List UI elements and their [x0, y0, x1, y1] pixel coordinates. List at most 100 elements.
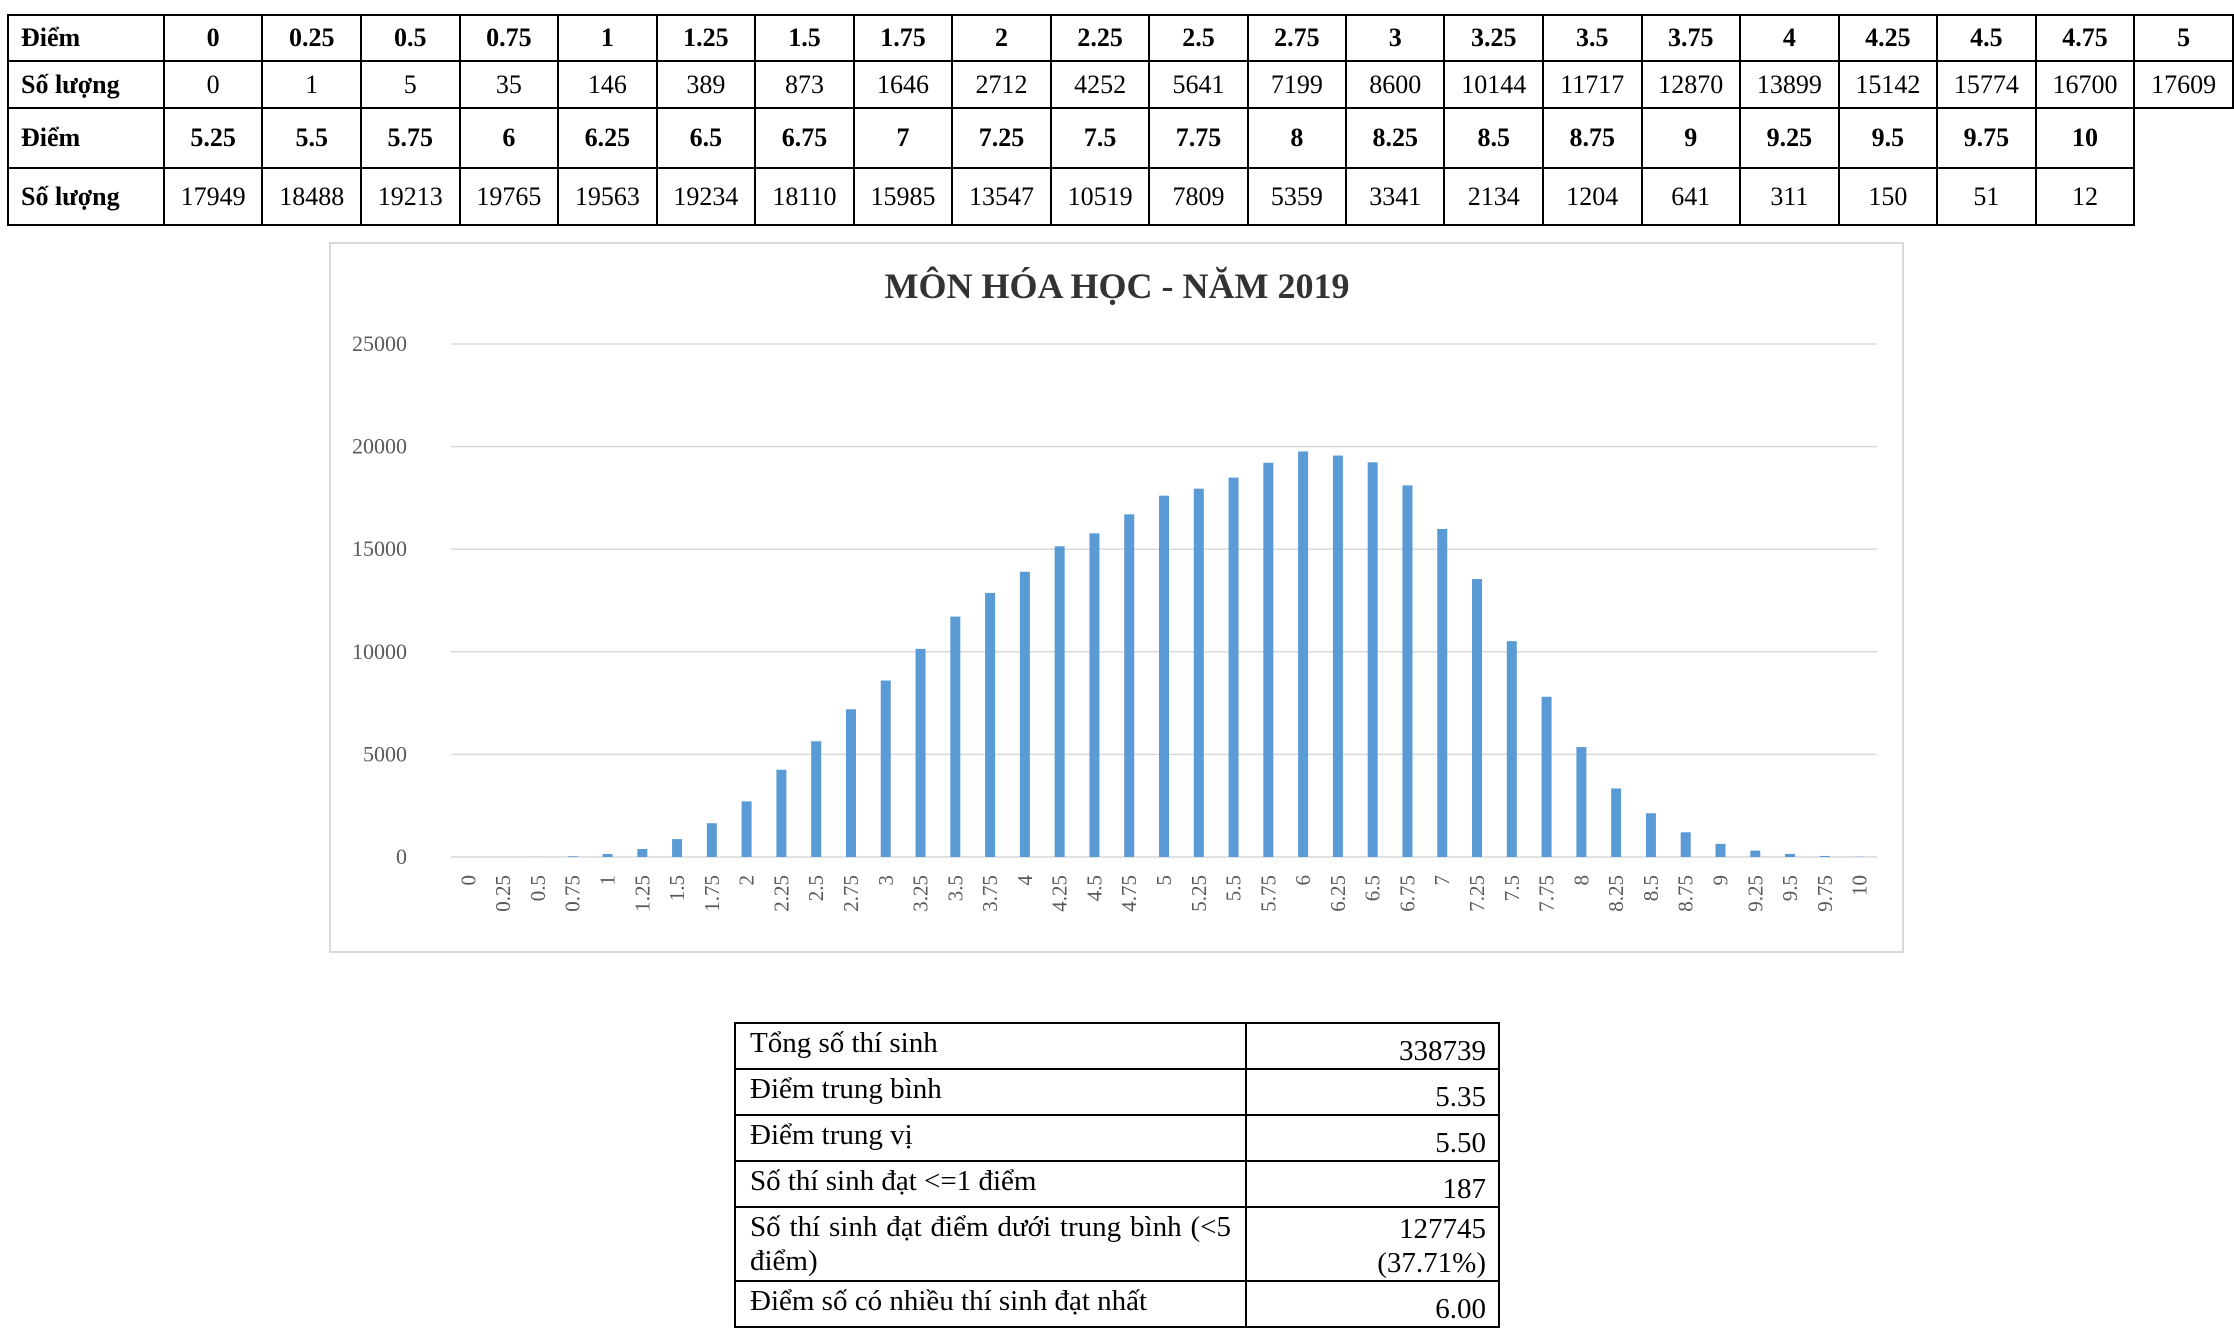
count-cell: 12: [2034, 167, 2136, 226]
x-tick-label: 9: [1708, 875, 1732, 886]
score-cell: 7.5: [1049, 107, 1151, 169]
bar: [1506, 641, 1517, 857]
stat-value: 6.00: [1245, 1280, 1500, 1328]
count-cell: 150: [1837, 167, 1939, 226]
count-cell: 19234: [655, 167, 757, 226]
x-tick-label: 4.25: [1048, 875, 1072, 912]
count-cell: 19213: [360, 167, 461, 226]
stat-row: Điểm trung vị 5.50: [734, 1114, 1500, 1162]
x-tick-label: 3: [874, 875, 898, 886]
bar: [776, 769, 787, 857]
count-cell: 19765: [458, 167, 560, 226]
count-cell: 2134: [1443, 167, 1544, 226]
x-tick-label: 7.25: [1465, 875, 1489, 912]
bar: [1472, 579, 1483, 857]
count-cell: 15985: [852, 167, 954, 226]
score-cell: 8.75: [1541, 107, 1643, 169]
bar: [602, 854, 613, 857]
count-cell: 12870: [1640, 60, 1742, 109]
stat-value-text: 127745: [1399, 1213, 1486, 1245]
row-label-count: Số lượng: [7, 167, 165, 226]
bar: [1611, 788, 1622, 857]
x-tick-label: 4: [1013, 875, 1037, 886]
bar: [1019, 571, 1030, 857]
x-tick-label: 2.75: [839, 875, 863, 912]
x-tick-label: 10: [1848, 875, 1872, 896]
x-tick-label: 0.5: [526, 875, 550, 901]
bar: [1437, 528, 1448, 857]
x-tick-label: 3.75: [978, 875, 1002, 912]
count-cell: 1: [261, 60, 362, 109]
score-cell: 7.75: [1148, 107, 1249, 169]
bar: [1228, 477, 1239, 857]
count-cell: 1204: [1541, 167, 1643, 226]
count-cell: 1646: [852, 60, 954, 109]
bar: [880, 680, 891, 857]
x-tick-label: 6.5: [1361, 875, 1385, 901]
score-cell: 6.25: [557, 107, 658, 169]
bar: [845, 709, 856, 857]
stat-value: 5.35: [1245, 1068, 1500, 1116]
stat-value-percent: (37.71%): [1377, 1247, 1486, 1279]
x-tick-label: 6.25: [1326, 875, 1350, 912]
y-tick-label: 0: [396, 844, 407, 869]
x-tick-label: 7: [1430, 875, 1454, 886]
score-row: Điểm 5.25 5.5 5.75 6 6.25 6.5 6.75 7 7.25 7.5 7.75 8…: [7, 107, 2233, 169]
count-cell: 18110: [754, 167, 855, 226]
x-tick-label: 4.5: [1082, 875, 1106, 901]
bar: [950, 616, 961, 857]
bar: [1054, 546, 1065, 857]
stat-value: 187: [1245, 1160, 1500, 1208]
bar: [1576, 747, 1587, 857]
score-cell: 1.75: [852, 14, 954, 62]
score-cell: 8: [1246, 107, 1348, 169]
x-tick-label: 9.5: [1778, 875, 1802, 901]
x-tick-label: 0.75: [561, 875, 585, 912]
stat-label: Tổng số thí sinh: [734, 1022, 1247, 1070]
x-tick-label: 3.5: [943, 875, 967, 901]
count-cell: 2712: [951, 60, 1052, 109]
x-tick-label: 2.25: [769, 875, 793, 912]
bar: [637, 849, 648, 857]
count-row: Số lượng 0 1 5 35 146 389 873 1646 2712 4252 5641 71…: [7, 60, 2234, 109]
bar: [1298, 451, 1309, 857]
count-cell: 17949: [162, 167, 264, 226]
x-tick-label: 5.5: [1222, 875, 1246, 901]
bar: [1645, 813, 1656, 857]
stat-label: Điểm trung vị: [734, 1114, 1247, 1162]
count-cell: 5641: [1148, 60, 1249, 109]
bar: [706, 823, 717, 857]
x-tick-label: 5: [1152, 875, 1176, 886]
y-tick-label: 15000: [352, 536, 407, 561]
bar: [1367, 462, 1378, 857]
count-cell: 389: [655, 60, 757, 109]
count-cell: 15774: [1936, 60, 2037, 109]
score-cell: 0: [162, 14, 264, 62]
x-tick-label: 8.75: [1674, 875, 1698, 912]
score-cell: 3.75: [1640, 14, 1742, 62]
score-cell: 0.5: [360, 14, 461, 62]
score-cell: 5.5: [261, 107, 362, 169]
score-histogram-chart: MÔN HÓA HỌC - NĂM 2019 0 5000 10000 15000 20…: [329, 242, 1904, 953]
count-cell: 146: [557, 60, 658, 109]
score-cell: 0.25: [261, 14, 362, 62]
count-cell: 15142: [1837, 60, 1939, 109]
score-cell: 5.75: [360, 107, 461, 169]
count-cell: 18488: [261, 167, 362, 226]
count-cell: 16700: [2034, 60, 2136, 109]
x-tick-label: 0.25: [491, 875, 515, 912]
score-cell: 7.25: [951, 107, 1052, 169]
bar: [1193, 488, 1204, 857]
stat-value-text: 187: [1442, 1173, 1487, 1205]
count-cell: 0: [162, 60, 264, 109]
count-cell: 10144: [1443, 60, 1544, 109]
score-cell: 6.75: [754, 107, 855, 169]
y-tick-label: 5000: [363, 741, 407, 766]
bar: [1402, 485, 1413, 857]
count-cell: 13547: [951, 167, 1052, 226]
bar: [1819, 855, 1830, 857]
count-cell: 3341: [1345, 167, 1446, 226]
score-cell: 6.5: [655, 107, 757, 169]
bar: [1263, 462, 1274, 857]
chart-title: MÔN HÓA HỌC - NĂM 2019: [885, 266, 1350, 306]
